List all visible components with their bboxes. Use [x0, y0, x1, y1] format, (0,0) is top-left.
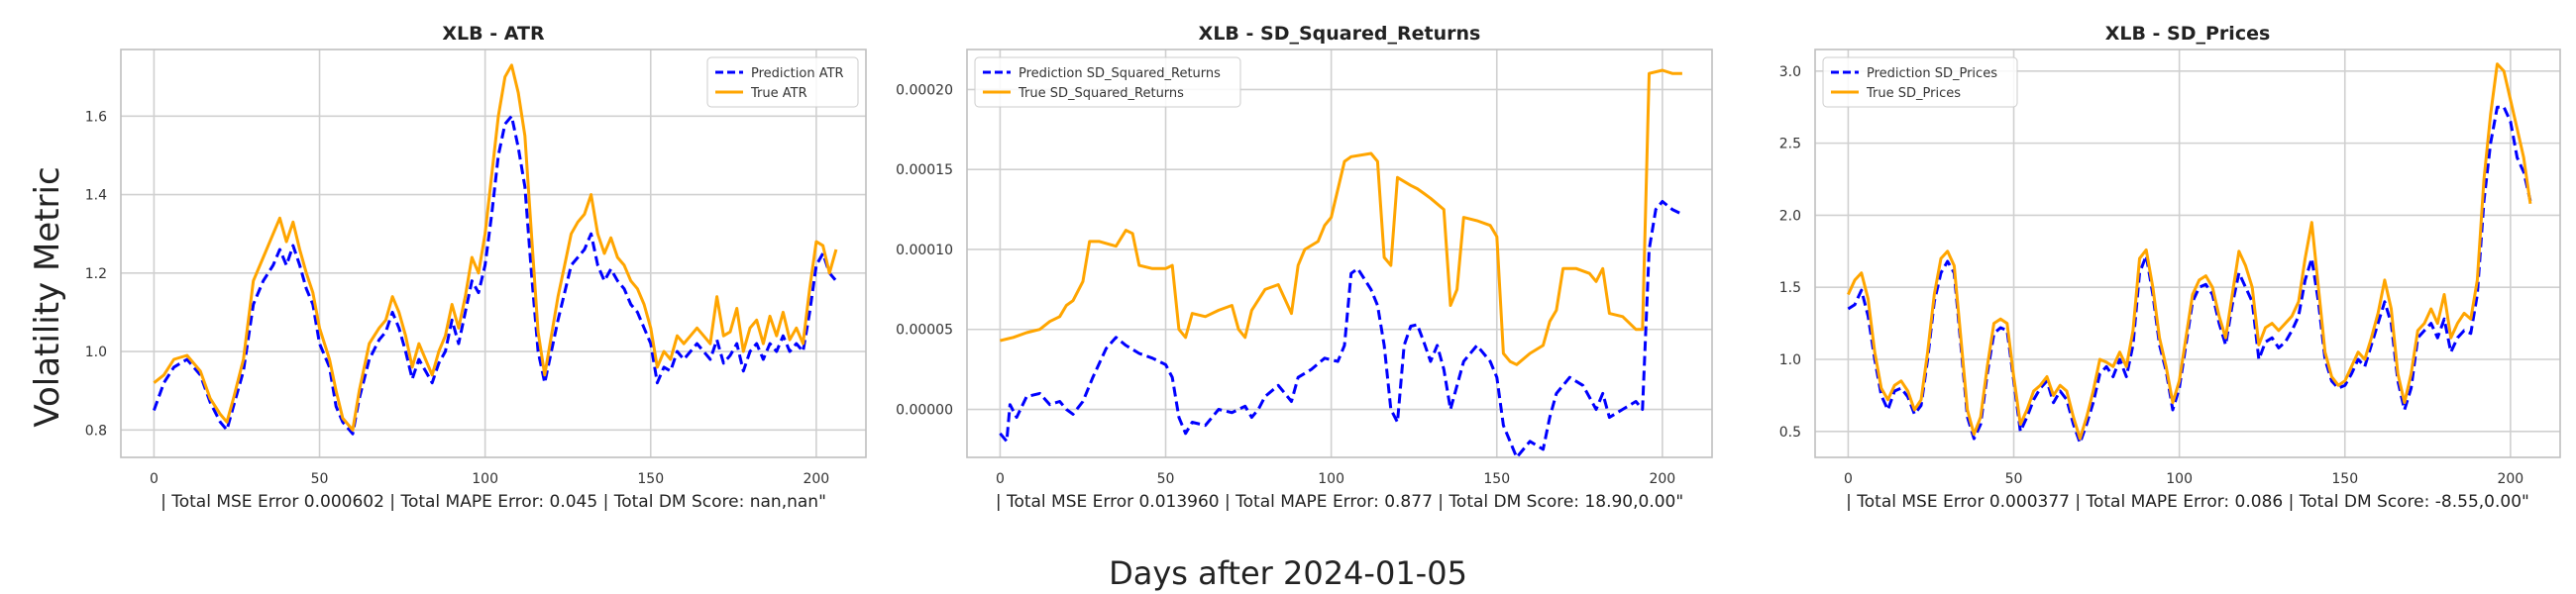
x-tick-label: 0	[150, 471, 159, 487]
legend-label: Prediction SD_Squared_Returns	[1019, 66, 1221, 81]
chart-xlabel-metrics: | Total MSE Error 0.000377 | Total MAPE …	[1846, 492, 2529, 512]
plot-area	[1815, 50, 2560, 457]
y-tick-label: 0.8	[85, 423, 107, 439]
x-tick-label: 50	[2005, 471, 2023, 487]
legend: Prediction SD_Squared_Returns True SD_Squ…	[974, 56, 1241, 108]
series-line-true	[153, 63, 838, 432]
figure-ylabel: Volatility Metric	[28, 166, 67, 428]
y-tick-label: 1.4	[85, 188, 107, 204]
legend-box	[974, 56, 1241, 108]
chart-panel-2: 0 50 100 150 200 0.00000 0.00005 0.00010 0.00015…	[896, 23, 1713, 512]
x-tick-label: 200	[2497, 471, 2523, 487]
chart-panel-1: 0 50 100 150 200 0.8 1.0 1.2 1.4 1.6 XLB - ATR | To…	[85, 23, 867, 512]
x-tick-label: 100	[472, 471, 498, 487]
chart-title: XLB - SD_Squared_Returns	[1199, 23, 1481, 45]
y-tick-label: 0.00015	[896, 162, 953, 178]
x-tick-label: 200	[803, 471, 829, 487]
plot-area	[121, 50, 866, 457]
legend: Prediction ATR True ATR	[706, 56, 859, 108]
legend-label: Prediction SD_Prices	[1867, 66, 1997, 81]
chart-title: XLB - ATR	[442, 23, 545, 45]
legend-label: True SD_Prices	[1866, 86, 1961, 101]
x-tick-label: 150	[637, 471, 664, 487]
plot-frame	[966, 49, 1713, 458]
x-tick-label: 0	[1844, 471, 1853, 487]
legend-label: Prediction ATR	[751, 66, 844, 81]
y-tick-label: 0.00000	[896, 403, 953, 419]
y-tick-label: 3.0	[1779, 64, 1801, 80]
y-tick-label: 1.5	[1779, 280, 1801, 296]
y-tick-label: 2.5	[1779, 137, 1801, 152]
y-tick-label: 0.5	[1779, 425, 1801, 441]
y-tick-label: 0.00010	[896, 243, 953, 258]
y-tick-label: 1.2	[85, 266, 107, 282]
series-line-true	[1847, 62, 2532, 441]
chart-xlabel-metrics: | Total MSE Error 0.000602 | Total MAPE …	[161, 492, 826, 512]
y-tick-label: 0.00005	[896, 323, 953, 339]
legend-label: True ATR	[750, 86, 807, 101]
y-tick-label: 1.0	[85, 345, 107, 360]
x-tick-label: 50	[311, 471, 329, 487]
y-tick-label: 1.6	[85, 109, 107, 125]
plot-frame	[120, 49, 867, 458]
chart-panel-3: 0 50 100 150 200 0.5 1.0 1.5 2.0 2.5 3.0 XLB - SD_P…	[1779, 23, 2561, 512]
plot-area	[967, 50, 1712, 457]
legend-box	[1822, 56, 2018, 108]
figure-xlabel: Days after 2024-01-05	[1109, 554, 1467, 592]
legend-box	[706, 56, 859, 108]
x-tick-label: 100	[2166, 471, 2193, 487]
y-tick-label: 1.0	[1779, 352, 1801, 368]
x-tick-label: 150	[2331, 471, 2358, 487]
legend-label: True SD_Squared_Returns	[1018, 86, 1184, 101]
x-tick-label: 100	[1318, 471, 1344, 487]
x-tick-label: 200	[1649, 471, 1675, 487]
legend: Prediction SD_Prices True SD_Prices	[1822, 56, 2018, 108]
series-line-prediction	[999, 200, 1683, 459]
series-line-prediction	[152, 114, 838, 436]
y-tick-label: 0.00020	[896, 82, 953, 98]
plot-frame	[1814, 49, 2561, 458]
chart-xlabel-metrics: | Total MSE Error 0.013960 | Total MAPE …	[996, 492, 1683, 512]
x-tick-label: 150	[1483, 471, 1510, 487]
chart-title: XLB - SD_Prices	[2105, 23, 2271, 45]
series-line-true	[1000, 68, 1682, 366]
x-tick-label: 50	[1157, 471, 1175, 487]
y-tick-label: 2.0	[1779, 208, 1801, 224]
x-tick-label: 0	[996, 471, 1005, 487]
